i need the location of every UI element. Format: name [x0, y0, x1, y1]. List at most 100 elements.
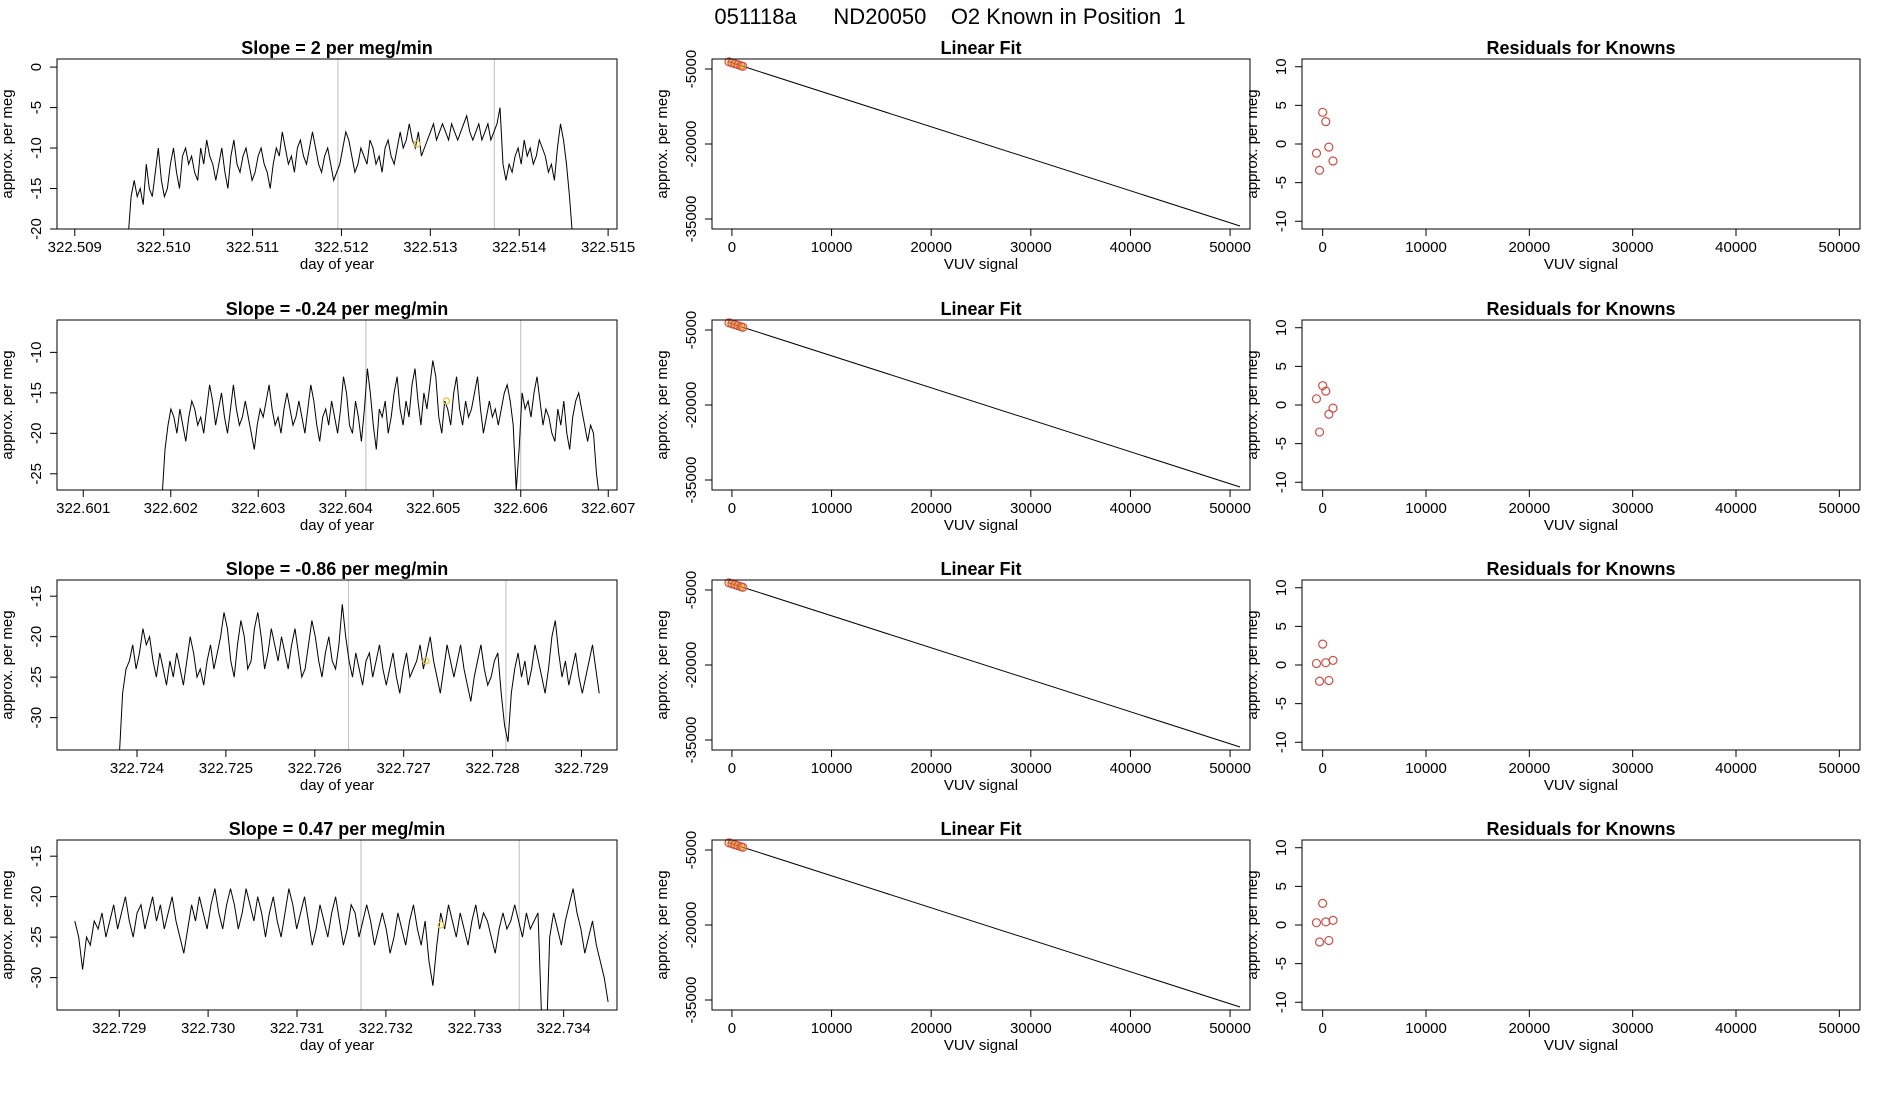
x-tick-label: 0 [1318, 500, 1326, 517]
x-axis-label: VUV signal [1544, 256, 1618, 273]
x-axis-label: day of year [300, 777, 374, 794]
linear-fit-panel: Linear Fit 0 10000 20000 30000 40000 50000 VUV … [654, 299, 1251, 534]
x-tick-label: 30000 [1612, 760, 1654, 777]
data-series-line [128, 107, 573, 229]
x-tick-label: 30000 [1010, 239, 1052, 256]
y-tick-label: -25 [28, 666, 45, 688]
residuals-panel: Residuals for Knowns 0 10000 20000 30000 4000… [1244, 299, 1861, 534]
x-tick-label: 322.602 [144, 500, 198, 517]
y-tick-label: -5 [28, 101, 45, 114]
residual-point [1324, 142, 1334, 152]
plot-frame [56, 58, 618, 230]
x-tick-label: 322.731 [270, 1020, 324, 1037]
x-axis-label: VUV signal [944, 517, 1018, 534]
y-tick-label: -20000 [683, 642, 700, 689]
y-axis: 0 -5 -10 -15 -20 approx. per meg [0, 63, 58, 240]
residuals-title: Residuals for Knowns [1486, 38, 1675, 58]
linear-fit-title: Linear Fit [940, 38, 1021, 58]
linear-fit-title: Linear Fit [940, 559, 1021, 579]
x-axis: 322.729 322.730 322.731 322.732 322.733 322.7… [92, 1009, 591, 1054]
y-axis: 10 5 0 -5 -10 approx. per meg [1244, 58, 1303, 232]
residual-point [1321, 116, 1331, 127]
x-axis: 0 10000 20000 30000 40000 50000 VUV signal [1318, 1009, 1860, 1054]
y-tick-label: -5 [1273, 957, 1290, 970]
y-axis: -5000 -20000 -35000 approx. per meg [654, 50, 713, 243]
x-tick-label: 10000 [1405, 239, 1447, 256]
y-axis-label: approx. per meg [1244, 610, 1261, 719]
y-tick-label: -15 [28, 178, 45, 200]
plot-area [161, 320, 600, 490]
data-series-line [74, 888, 609, 1010]
residual-point [1311, 658, 1322, 669]
x-tick-label: 40000 [1110, 239, 1152, 256]
x-tick-label: 20000 [1508, 500, 1550, 517]
x-tick-label: 10000 [811, 1020, 853, 1037]
x-tick-label: 322.729 [554, 760, 608, 777]
y-tick-label: 0 [1273, 401, 1290, 409]
residuals-panel: Residuals for Knowns 0 10000 20000 30000 4000… [1244, 819, 1861, 1054]
y-tick-label: -20 [28, 886, 45, 908]
fit-point [738, 582, 748, 592]
y-tick-label: -35000 [683, 196, 700, 243]
x-tick-label: 20000 [1508, 1020, 1550, 1037]
plot-area [74, 840, 609, 1010]
x-tick-label: 10000 [811, 500, 853, 517]
plot-area [128, 59, 573, 229]
slope-title: Slope = 0.47 per meg/min [229, 819, 446, 839]
fit-line [727, 842, 1241, 1008]
data-series-line [119, 604, 600, 750]
residual-point [1318, 898, 1328, 908]
x-axis-label: VUV signal [1544, 777, 1618, 794]
y-axis-label: approx. per meg [0, 870, 16, 979]
y-tick-label: -5000 [683, 571, 700, 609]
x-tick-label: 322.607 [581, 500, 635, 517]
x-tick-label: 30000 [1010, 760, 1052, 777]
y-tick-label: -25 [28, 463, 45, 485]
x-tick-label: 30000 [1612, 1020, 1654, 1037]
y-tick-label: -20 [28, 626, 45, 648]
x-axis: 0 10000 20000 30000 40000 50000 VUV signal [1318, 489, 1860, 534]
fit-point [738, 61, 748, 71]
y-axis: -5000 -20000 -35000 approx. per meg [654, 311, 713, 503]
y-tick-label: -20 [28, 422, 45, 444]
x-tick-label: 10000 [1405, 1020, 1447, 1037]
x-tick-label: 322.729 [92, 1020, 146, 1037]
x-tick-label: 322.510 [137, 239, 191, 256]
y-tick-label: 10 [1273, 319, 1290, 336]
x-tick-label: 322.733 [448, 1020, 502, 1037]
residuals-panel: Residuals for Knowns 0 10000 20000 30000 4000… [1244, 38, 1861, 273]
y-tick-label: -5000 [683, 831, 700, 869]
plot-frame [1301, 319, 1861, 491]
x-axis-label: VUV signal [1544, 517, 1618, 534]
y-tick-label: -5000 [683, 311, 700, 349]
x-tick-label: 322.727 [377, 760, 431, 777]
linear-fit-panel: Linear Fit 0 10000 20000 30000 40000 50000 VUV … [654, 819, 1251, 1054]
y-axis-label: approx. per meg [654, 610, 671, 719]
residual-point [1311, 918, 1322, 928]
residuals-title: Residuals for Knowns [1486, 819, 1675, 839]
x-tick-label: 322.603 [231, 500, 285, 517]
slope-title: Slope = 2 per meg/min [241, 38, 433, 58]
y-tick-label: 10 [1273, 839, 1290, 856]
x-tick-label: 322.514 [492, 239, 546, 256]
y-axis-label: approx. per meg [0, 89, 16, 198]
plot-frame [56, 839, 618, 1011]
x-axis: 0 10000 20000 30000 40000 50000 VUV signal [728, 228, 1251, 273]
y-axis: 10 5 0 -5 -10 approx. per meg [1244, 839, 1303, 1013]
x-tick-label: 0 [728, 239, 736, 256]
x-tick-label: 50000 [1818, 239, 1860, 256]
y-tick-label: -15 [28, 382, 45, 404]
x-axis-label: day of year [300, 517, 374, 534]
y-tick-label: 0 [1273, 661, 1290, 669]
plot-frame [1301, 579, 1861, 751]
x-tick-label: 40000 [1715, 760, 1757, 777]
x-tick-label: 322.604 [319, 500, 373, 517]
y-tick-label: -5 [1273, 697, 1290, 710]
x-tick-label: 50000 [1818, 500, 1860, 517]
plot-frame [1301, 58, 1861, 230]
residual-point [1318, 639, 1328, 649]
x-axis: 322.724 322.725 322.726 322.727 322.728 322.7… [110, 749, 609, 794]
x-tick-label: 322.728 [465, 760, 519, 777]
y-tick-label: -10 [1273, 731, 1290, 753]
